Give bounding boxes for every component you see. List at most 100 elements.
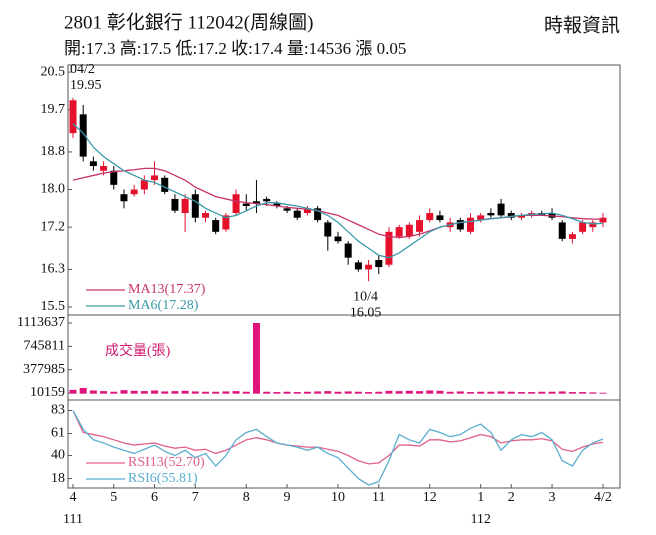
volume-bar [161, 391, 169, 394]
line-series [72, 410, 604, 486]
x-tick-label: 4/2 [594, 490, 612, 505]
candle-body [334, 236, 342, 242]
candle-body [212, 220, 220, 232]
y-tick-label: 745811 [24, 339, 65, 354]
candle-body [436, 215, 444, 221]
candle-body [558, 222, 566, 239]
volume-bar [181, 390, 189, 394]
volume-bar [263, 391, 271, 394]
candle-body [151, 175, 159, 181]
volume-bar [222, 391, 230, 394]
y-tick-label: 1113637 [17, 315, 65, 330]
volume-bar [89, 390, 97, 394]
candle-body [191, 194, 199, 218]
volume-bar [487, 391, 495, 394]
x-tick-label: 9 [284, 490, 291, 505]
y-tick-label: 18.0 [41, 182, 66, 197]
volume-bar [456, 391, 464, 394]
candle-body [385, 231, 393, 265]
legend-label: MA6(17.28) [128, 298, 199, 313]
volume-bar [538, 391, 546, 394]
volume-bar [232, 391, 240, 394]
legend-label: RSI6(55.81) [128, 471, 198, 486]
candle-body [69, 100, 77, 134]
candle-body [130, 189, 138, 195]
volume-bar [599, 392, 607, 394]
y-tick-label: 18.8 [41, 144, 66, 159]
chart-title: 2801 彰化銀行 112042(周線圖) [64, 11, 313, 33]
x-tick-label: 10 [331, 490, 345, 505]
y-tick-label: 377985 [23, 362, 65, 377]
candle-body [467, 217, 474, 232]
volume-bar [242, 391, 250, 394]
candle-body [303, 208, 311, 214]
annotation-value: 16.05 [350, 305, 382, 320]
legend-label: RSI13(52.70) [128, 455, 205, 470]
volume-bar [375, 391, 383, 394]
candle-body [263, 198, 271, 202]
candle-body [314, 208, 322, 221]
candle-body [79, 114, 87, 157]
candle-body [375, 260, 383, 268]
candle-body [232, 194, 240, 214]
candle-body [273, 203, 281, 206]
candle-body [416, 220, 424, 232]
rsi-panel [67, 399, 621, 489]
x-tick-label: 8 [243, 490, 250, 505]
x-tick-label: 11 [372, 490, 385, 505]
line-series [72, 123, 604, 259]
volume-bar [212, 391, 220, 394]
volume-bar [69, 389, 77, 394]
candle-body [487, 213, 495, 216]
volume-bar [171, 391, 179, 394]
volume-bar [191, 391, 199, 394]
volume-bar [365, 392, 373, 394]
candle-body [354, 262, 362, 270]
candle-body [324, 222, 332, 237]
x-year-label: 111 [63, 512, 83, 527]
y-tick-label: 17.2 [41, 219, 66, 234]
volume-bar [344, 391, 352, 394]
quote-line: 開:17.3 高:17.5 低:17.2 收:17.4 量:14536 漲 0.… [64, 39, 406, 58]
candle-body [110, 170, 118, 185]
candle-body [507, 213, 515, 218]
volume-label: 成交量(張) [105, 342, 171, 359]
volume-bar [354, 391, 362, 394]
volume-bar [589, 392, 597, 394]
volume-bar [528, 392, 536, 394]
annotation-label: 04/2 [70, 62, 95, 77]
candle-body [283, 208, 291, 211]
x-year-label: 112 [470, 512, 490, 527]
volume-bar [130, 390, 138, 394]
y-tick-label: 83 [51, 403, 65, 418]
x-tick-label: 7 [192, 490, 199, 505]
y-tick-label: 16.3 [41, 262, 66, 277]
volume-bar [252, 323, 260, 394]
candle-body [202, 213, 209, 218]
annotation-label: 10/4 [353, 289, 378, 304]
candle-body [171, 198, 179, 211]
y-tick-label: 40 [51, 448, 65, 463]
candle-body [589, 222, 597, 228]
volume-bar [334, 391, 342, 394]
volume-bar [467, 392, 474, 394]
volume-bar [385, 390, 393, 394]
source: 時報資訊 [544, 14, 620, 36]
volume-bar [395, 391, 403, 394]
volume-bar [202, 391, 209, 394]
volume-bar [303, 391, 311, 394]
candle-body [395, 227, 403, 237]
volume-bar [548, 391, 556, 394]
volume-bar [100, 391, 108, 394]
volume-bar [293, 392, 301, 394]
candle-body [161, 177, 169, 192]
x-tick-label: 4 [70, 490, 77, 505]
price-panel [67, 64, 621, 316]
volume-bar [324, 391, 332, 394]
candle-body [100, 166, 108, 171]
y-tick-label: 10159 [30, 385, 65, 400]
volume-bar [507, 391, 515, 394]
volume-bar [416, 391, 424, 394]
x-tick-label: 12 [423, 490, 437, 505]
